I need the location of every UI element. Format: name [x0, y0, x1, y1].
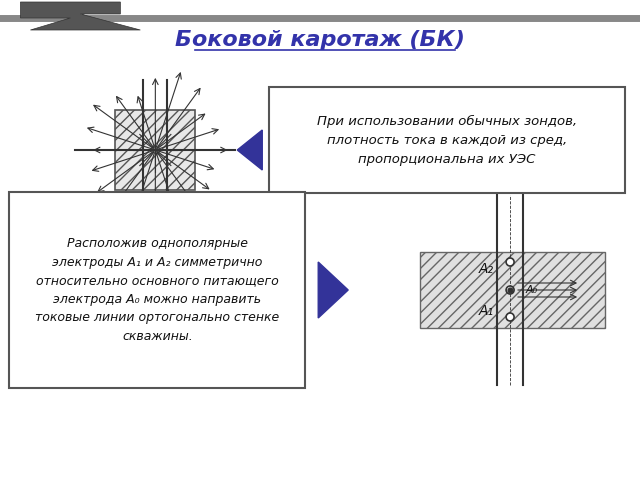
Bar: [420, 252, 605, 328]
Text: Боковой каротаж (БК): Боковой каротаж (БК): [175, 30, 465, 50]
Text: Расположив однополярные
электроды A₁ и A₂ симметрично
относительно основного пит: Расположив однополярные электроды A₁ и A…: [35, 237, 280, 343]
FancyBboxPatch shape: [10, 192, 305, 388]
Text: A₁: A₁: [479, 304, 493, 318]
Polygon shape: [237, 130, 262, 170]
Text: При использовании обычных зондов,
плотность тока в каждой из сред,
пропорциональ: При использовании обычных зондов, плотно…: [317, 114, 577, 166]
Circle shape: [506, 286, 514, 294]
Polygon shape: [318, 262, 348, 318]
Circle shape: [506, 313, 514, 321]
Polygon shape: [20, 2, 140, 30]
Bar: [115, 110, 195, 190]
Text: A₂: A₂: [479, 262, 493, 276]
FancyBboxPatch shape: [269, 87, 625, 193]
Text: A₀: A₀: [526, 285, 538, 295]
Circle shape: [506, 258, 514, 266]
